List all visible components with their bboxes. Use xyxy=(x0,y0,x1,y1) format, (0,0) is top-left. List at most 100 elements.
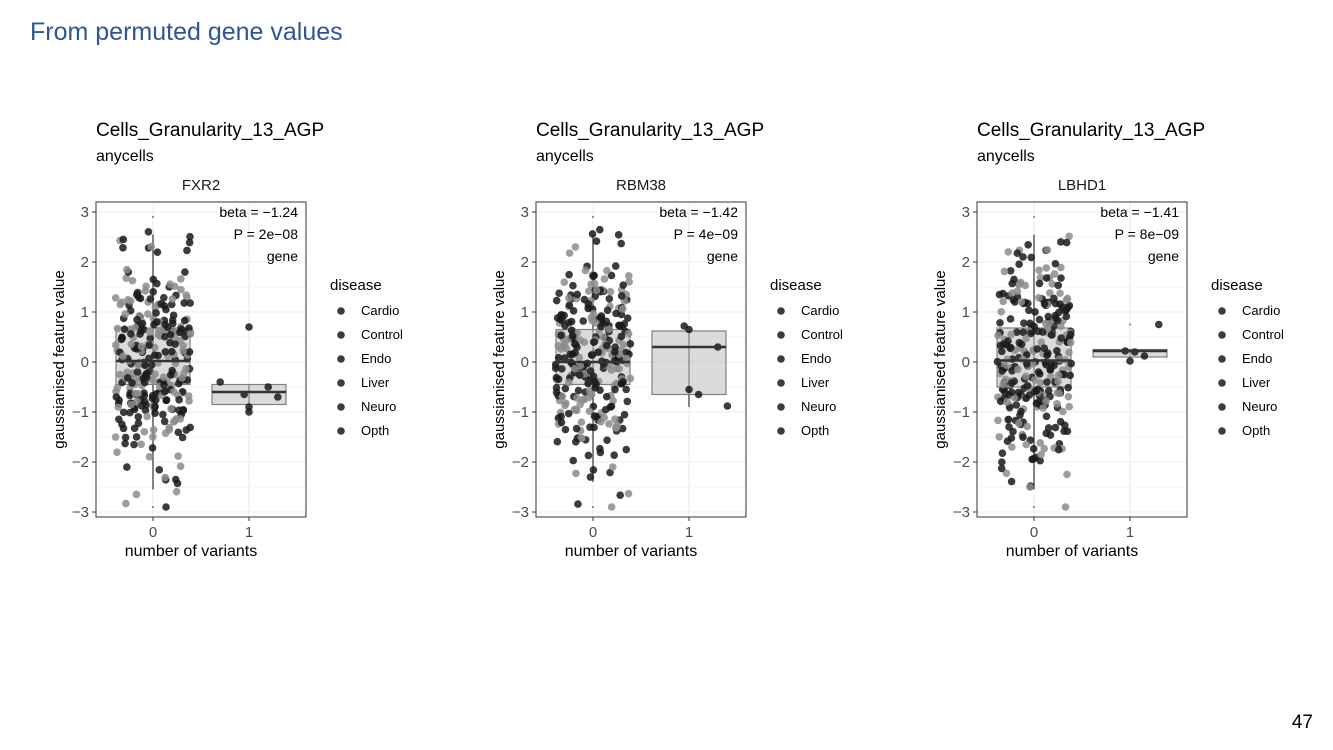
x-axis-label: number of variants xyxy=(565,543,698,560)
data-point xyxy=(186,232,194,241)
data-point xyxy=(274,393,282,401)
x-axis-label: number of variants xyxy=(1006,543,1139,560)
data-point xyxy=(1008,279,1017,288)
data-point xyxy=(997,308,1005,316)
data-point xyxy=(1056,417,1065,426)
y-tick-label: 1 xyxy=(521,304,529,321)
data-point xyxy=(138,319,147,328)
data-point xyxy=(1006,266,1015,275)
box-iqr xyxy=(651,330,727,396)
data-point xyxy=(1027,329,1035,338)
data-point xyxy=(127,340,136,349)
data-point xyxy=(123,368,131,377)
data-point xyxy=(1000,267,1009,276)
data-point xyxy=(574,500,582,508)
data-point xyxy=(619,340,628,349)
legend-label: Liver xyxy=(801,375,830,390)
data-point xyxy=(131,323,140,332)
data-point xyxy=(1056,289,1064,297)
data-point xyxy=(1042,412,1051,421)
data-point xyxy=(170,387,178,396)
data-point xyxy=(123,265,131,274)
data-point xyxy=(245,408,253,416)
data-point xyxy=(149,287,157,296)
chart-panel-fxr2: Cells_Granularity_13_AGP anycells FXR2 3 2… xyxy=(30,110,430,580)
data-point xyxy=(141,397,149,406)
data-point xyxy=(624,329,633,338)
data-point xyxy=(1064,392,1073,401)
data-point xyxy=(154,326,163,335)
data-point xyxy=(1015,260,1023,268)
legend-title: disease xyxy=(1211,277,1263,294)
data-point xyxy=(113,324,122,333)
data-point xyxy=(182,291,191,299)
data-point xyxy=(588,230,597,238)
data-point xyxy=(1067,330,1075,339)
data-point xyxy=(145,453,154,461)
data-point xyxy=(182,426,190,434)
data-point xyxy=(157,300,166,308)
data-point xyxy=(1053,346,1061,355)
data-point xyxy=(1035,266,1043,274)
chart-title: Cells_Granularity_13_AGP xyxy=(977,120,1206,141)
data-point xyxy=(135,293,143,302)
data-point xyxy=(153,248,162,256)
data-point xyxy=(160,417,169,426)
data-point xyxy=(573,290,582,299)
data-point xyxy=(1006,315,1015,323)
data-point xyxy=(603,306,612,315)
data-point xyxy=(185,348,194,356)
data-point xyxy=(119,352,127,361)
data-point xyxy=(605,420,613,428)
data-point xyxy=(1064,383,1072,392)
data-point xyxy=(1004,337,1012,345)
data-point xyxy=(1017,407,1025,416)
legend-label: Opth xyxy=(1242,423,1270,438)
data-point xyxy=(617,332,626,341)
legend-label: Neuro xyxy=(361,399,396,414)
data-point xyxy=(1033,345,1042,353)
data-point xyxy=(1040,444,1049,453)
data-point xyxy=(571,348,579,357)
data-point xyxy=(611,385,619,394)
data-point xyxy=(1012,401,1021,409)
data-point xyxy=(1019,253,1027,261)
data-point xyxy=(1035,315,1044,324)
legend-label: Control xyxy=(1242,327,1284,342)
data-point xyxy=(1034,293,1043,302)
data-point xyxy=(613,421,621,429)
data-point xyxy=(1062,238,1071,247)
legend-label: Liver xyxy=(361,375,390,390)
x-tick-label: 0 xyxy=(149,524,157,541)
data-point xyxy=(1057,274,1065,282)
data-point xyxy=(998,366,1007,375)
data-point xyxy=(579,317,588,325)
data-point xyxy=(592,286,601,295)
data-point xyxy=(1054,445,1063,454)
data-point xyxy=(131,389,140,398)
box-iqr xyxy=(211,383,287,406)
chart-panel-lbhd1: Cells_Granularity_13_AGP anycells LBHD1 3… xyxy=(911,110,1311,580)
box-outlier xyxy=(1033,506,1035,508)
data-point xyxy=(160,381,168,389)
data-point xyxy=(565,378,573,387)
y-tick-label: 0 xyxy=(521,354,529,371)
data-point xyxy=(149,426,158,434)
data-point xyxy=(161,473,170,482)
plot-border xyxy=(976,201,1188,518)
data-point xyxy=(575,371,584,379)
legend-key xyxy=(337,427,345,435)
data-point xyxy=(592,237,601,246)
data-point xyxy=(1042,397,1050,405)
data-point xyxy=(178,433,187,442)
data-point xyxy=(622,348,630,357)
data-point xyxy=(614,231,623,239)
data-point xyxy=(571,243,580,251)
data-point xyxy=(606,287,615,296)
data-point xyxy=(1045,319,1054,327)
data-point xyxy=(149,275,158,284)
legend-key xyxy=(777,307,785,315)
data-point xyxy=(1029,455,1038,463)
data-point xyxy=(184,392,193,400)
data-point xyxy=(162,396,170,405)
